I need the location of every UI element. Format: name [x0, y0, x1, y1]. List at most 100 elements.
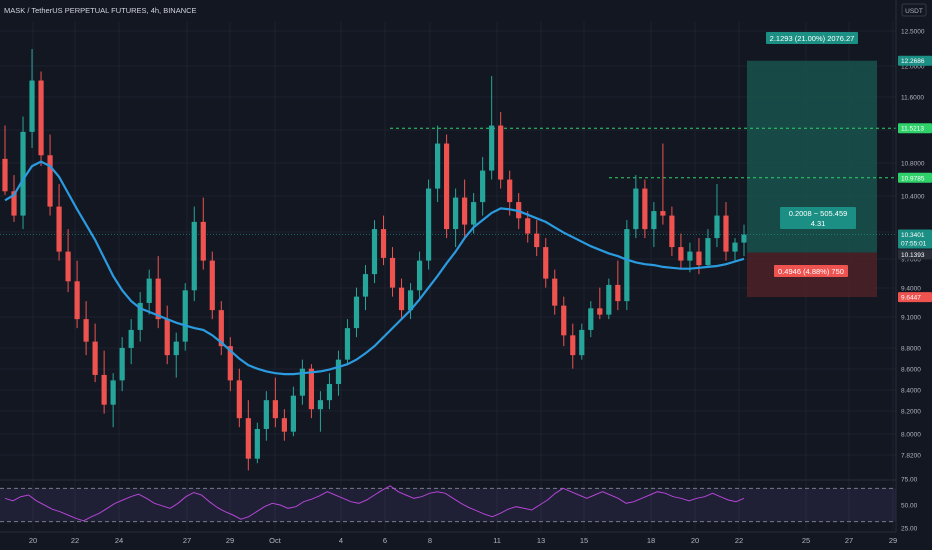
time-tick-label: 25	[802, 536, 810, 545]
candle-body	[92, 341, 98, 375]
level-high-tag-text: 11.5213	[901, 126, 924, 133]
candle-body	[155, 278, 161, 320]
candle-body	[317, 400, 324, 410]
candle-body	[498, 125, 504, 180]
candle-body	[29, 80, 35, 132]
candle-body	[218, 310, 224, 347]
candle-body	[236, 380, 242, 419]
candle-body	[534, 233, 540, 248]
candle-body	[209, 260, 215, 311]
candle-body	[507, 179, 513, 203]
time-tick-label: 27	[845, 536, 853, 545]
candle-body	[101, 374, 107, 405]
candle-body	[416, 260, 423, 291]
rsi-pane	[0, 479, 896, 523]
candle-body	[281, 418, 287, 432]
time-tick-label: 29	[889, 536, 897, 545]
entry-price-tag-bg	[898, 249, 932, 260]
price-tick-label: 8.4000	[901, 388, 921, 395]
candle-body	[362, 274, 369, 297]
candle-body	[254, 428, 260, 459]
candle-body	[471, 202, 477, 225]
time-tick-label: 22	[735, 536, 743, 545]
currency-badge[interactable]: USDT	[901, 3, 927, 17]
candle-body	[344, 328, 351, 360]
target-label-bg	[766, 32, 858, 44]
level-mid-tag-text: 10.9785	[901, 175, 925, 182]
stop-price-tag-text: 9.6447	[901, 295, 921, 302]
candle-body	[11, 191, 17, 216]
candle-body	[164, 319, 170, 356]
candles	[2, 49, 747, 471]
candle-body	[227, 346, 233, 381]
candle-body	[263, 400, 269, 429]
candle-body	[173, 341, 179, 356]
time-tick-label: 18	[647, 536, 655, 545]
stop-label-text: 0.4946 (4.88%) 750	[778, 267, 844, 276]
candle-body	[480, 170, 486, 203]
target-price-tag-text: 12.2686	[901, 58, 925, 65]
candle-body	[290, 395, 296, 432]
price-tick-label: 9.1000	[901, 315, 921, 322]
candle-body	[2, 158, 8, 192]
candle-body	[326, 383, 333, 401]
candle-body	[20, 131, 26, 216]
candle-body	[299, 368, 306, 396]
candle-body	[74, 281, 80, 320]
time-axis[interactable]: 20 22 24 27 29 Oct 4 6 8 11 13 15 18 20 22 25 27 29	[0, 531, 897, 545]
candle-body	[687, 251, 693, 261]
time-tick-label: 20	[29, 536, 37, 545]
candle-body	[434, 143, 441, 189]
price-tick-label: 12.0000	[901, 64, 925, 71]
price-tick-label: 7.8200	[901, 453, 921, 460]
candle-body	[38, 80, 44, 156]
position-info-bg	[780, 207, 856, 229]
candle-body	[597, 308, 603, 315]
candle-body	[425, 188, 432, 261]
rsi-tick-label: 50.00	[901, 503, 918, 510]
time-tick-label: 29	[226, 536, 234, 545]
candle-body	[579, 329, 585, 356]
candle-body	[182, 290, 188, 342]
candle-body	[453, 197, 459, 230]
price-axis[interactable]: 12.500012.000011.600011.200010.800010.40…	[895, 0, 932, 533]
price-tick-label: 10.8000	[901, 161, 925, 168]
candle-body	[371, 229, 378, 275]
candle-body	[660, 211, 666, 216]
time-tick-label: 20	[691, 536, 699, 545]
candle-body	[191, 221, 197, 291]
position-labels: 2.1293 (21.00%) 2076.27 0.4946 (4.88%) 75…	[766, 32, 858, 277]
price-tick-label: 8.8000	[901, 346, 921, 353]
candle-body	[462, 197, 468, 225]
candle-body	[633, 188, 639, 230]
target-label: 2.1293 (21.00%) 2076.27	[766, 32, 858, 44]
stop-label: 0.4946 (4.88%) 750	[774, 265, 848, 277]
rsi-tick-label: 25.00	[901, 526, 918, 533]
entry-price-tag: 10.1393	[898, 249, 932, 260]
candle-body	[624, 229, 630, 302]
price-levels	[0, 127, 896, 235]
time-tick-label: 24	[115, 536, 123, 545]
rsi-line	[4, 485, 745, 522]
target-price-tag-bg	[898, 55, 932, 66]
price-tick-label: 12.5000	[901, 29, 925, 36]
price-tick-label: 8.2000	[901, 409, 921, 416]
time-tick-label: 11	[493, 536, 501, 545]
candle-body	[335, 359, 342, 384]
candle-body	[696, 251, 702, 266]
candle-body	[588, 308, 594, 330]
current-price-text: 10.3401	[901, 232, 925, 239]
candle-body	[489, 125, 495, 171]
candle-body	[128, 329, 134, 348]
candle-body	[570, 335, 576, 356]
candle-body	[705, 238, 711, 266]
candle-body	[732, 242, 738, 252]
candle-body	[200, 221, 206, 261]
position-zones	[747, 60, 877, 298]
price-tick-label: 10.4000	[901, 194, 925, 201]
price-tick-label: 8.6000	[901, 367, 921, 374]
moving-average-line	[4, 160, 745, 376]
currency-label: USDT	[905, 8, 923, 15]
candle-body	[642, 188, 648, 230]
